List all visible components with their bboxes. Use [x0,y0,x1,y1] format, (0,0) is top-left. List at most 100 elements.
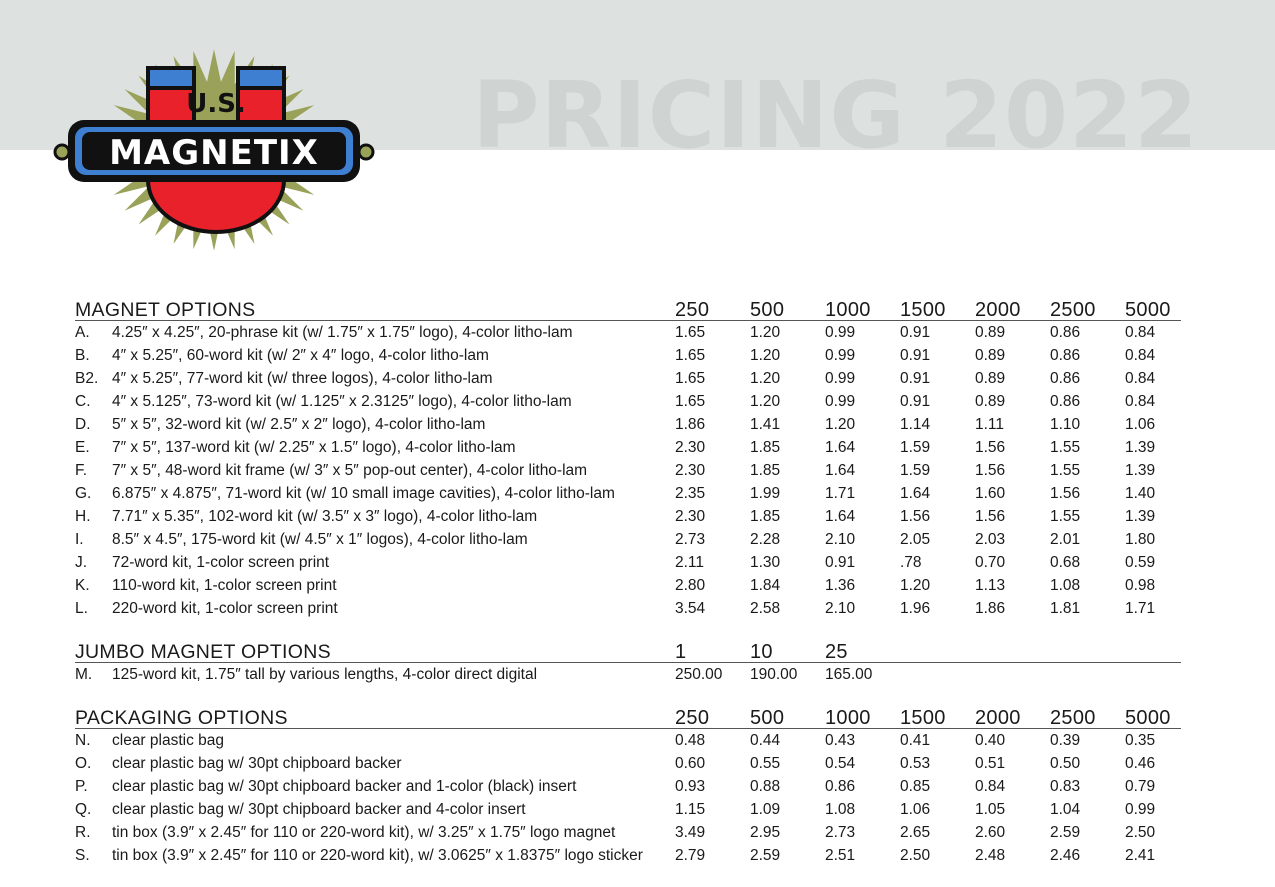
item-code: L. [75,599,88,617]
table-row: A. 4.25″ x 4.25″, 20-phrase kit (w/ 1.75″… [75,321,1181,344]
quantity-header: 250 [675,707,710,729]
price-cell: 2.79 [675,846,706,864]
price-cell: 1.30 [750,553,781,571]
quantity-header: 10 [750,641,773,663]
price-cell: 1.85 [750,507,781,525]
magnet-right-cap [236,66,286,90]
quantity-header: 500 [750,299,785,321]
price-cell: 0.86 [825,777,856,795]
price-cell: 3.49 [675,823,706,841]
pricing-section: JUMBO MAGNET OPTIONS 1 10 25 M. 125-word kit,… [75,640,1181,686]
table-row: S. tin box (3.9″ x 2.45″ for 110 or 220-w… [75,844,1181,867]
item-description: 4.25″ x 4.25″, 20-phrase kit (w/ 1.75″ x… [112,323,573,341]
price-cell: 2.73 [825,823,856,841]
item-code: G. [75,484,92,502]
price-cell: 1.99 [750,484,781,502]
item-code: O. [75,754,92,772]
price-cell: 1.56 [1050,484,1081,502]
price-cell: 2.59 [1050,823,1081,841]
item-description: 72-word kit, 1-color screen print [112,553,330,571]
price-cell: 1.64 [825,461,856,479]
price-cell: 0.59 [1125,553,1156,571]
price-cell: 0.91 [900,392,931,410]
price-cell: 0.84 [1125,323,1156,341]
price-cell: 1.15 [675,800,706,818]
price-cell: 0.84 [1125,346,1156,364]
price-cell: 0.39 [1050,731,1081,749]
price-cell: 2.65 [900,823,931,841]
item-code: C. [75,392,91,410]
price-cell: 0.53 [900,754,931,772]
logo-us-text: U.S. [186,89,246,119]
pricing-section: PACKAGING OPTIONS 250 500 1000 1500 2000 2500 5… [75,706,1181,867]
price-cell: 1.65 [675,369,706,387]
price-cell: 0.88 [750,777,781,795]
pricing-section: MAGNET OPTIONS 250 500 1000 1500 2000 2500 5000… [75,298,1181,620]
price-cell: 1.80 [1125,530,1156,548]
price-cell: 2.11 [675,553,705,571]
price-cell: 1.20 [825,415,856,433]
price-cell: 1.05 [975,800,1006,818]
item-code: E. [75,438,90,456]
pricing-tables: MAGNET OPTIONS 250 500 1000 1500 2000 2500 5000… [75,298,1181,887]
price-cell: 1.64 [825,438,856,456]
price-cell: 1.20 [900,576,931,594]
table-row: E. 7″ x 5″, 137-word kit (w/ 2.25″ x 1.5″… [75,436,1181,459]
price-cell: 1.86 [975,599,1006,617]
price-cell: 0.40 [975,731,1006,749]
price-cell: 2.80 [675,576,706,594]
price-cell: 0.68 [1050,553,1081,571]
price-cell: 0.60 [675,754,706,772]
price-cell: 0.79 [1125,777,1156,795]
price-cell: 1.20 [750,392,781,410]
banner-right-dot [357,143,375,161]
item-description: 4″ x 5.125″, 73-word kit (w/ 1.125″ x 2.… [112,392,572,410]
price-cell: 0.46 [1125,754,1156,772]
price-cell: 1.85 [750,461,781,479]
price-cell: 0.89 [975,323,1006,341]
item-description: 4″ x 5.25″, 77-word kit (w/ three logos)… [112,369,493,387]
section-title: JUMBO MAGNET OPTIONS [75,640,331,663]
price-cell: 0.55 [750,754,781,772]
price-cell: 1.96 [900,599,931,617]
price-cell: 1.71 [1125,599,1156,617]
logo-banner-inner [82,132,346,170]
price-cell: 2.03 [975,530,1006,548]
table-row: R. tin box (3.9″ x 2.45″ for 110 or 220-w… [75,821,1181,844]
price-cell: 2.10 [825,599,856,617]
section-title: PACKAGING OPTIONS [75,706,288,729]
table-row: B2. 4″ x 5.25″, 77-word kit (w/ three log… [75,367,1181,390]
price-cell: 0.54 [825,754,856,772]
price-cell: 1.13 [975,576,1006,594]
table-row: J. 72-word kit, 1-color screen print 2.11 1… [75,551,1181,574]
price-cell: 1.55 [1050,507,1081,525]
price-cell: 165.00 [825,665,873,683]
section-header: PACKAGING OPTIONS 250 500 1000 1500 2000 2500 5… [75,706,1181,729]
price-cell: 1.20 [750,323,781,341]
price-cell: 1.56 [975,507,1006,525]
price-cell: 2.35 [675,484,706,502]
price-cell: 1.64 [900,484,931,502]
price-cell: 1.10 [1050,415,1081,433]
price-cell: .78 [900,553,922,571]
price-cell: 2.01 [1050,530,1081,548]
price-cell: 0.99 [825,346,856,364]
item-code: H. [75,507,91,525]
item-code: Q. [75,800,92,818]
item-code: A. [75,323,90,341]
price-cell: 1.40 [1125,484,1156,502]
item-code: I. [75,530,84,548]
price-cell: 1.20 [750,346,781,364]
quantity-header: 2000 [975,299,1021,321]
price-cell: 1.20 [750,369,781,387]
price-cell: 0.70 [975,553,1006,571]
price-cell: 1.41 [750,415,781,433]
table-row: H. 7.71″ x 5.35″, 102-word kit (w/ 3.5″ x… [75,505,1181,528]
price-cell: 1.39 [1125,507,1156,525]
price-cell: 1.39 [1125,438,1156,456]
price-cell: 1.08 [1050,576,1081,594]
price-cell: 1.64 [825,507,856,525]
item-description: 6.875″ x 4.875″, 71-word kit (w/ 10 smal… [112,484,615,502]
price-cell: 1.04 [1050,800,1081,818]
price-cell: 2.48 [975,846,1006,864]
